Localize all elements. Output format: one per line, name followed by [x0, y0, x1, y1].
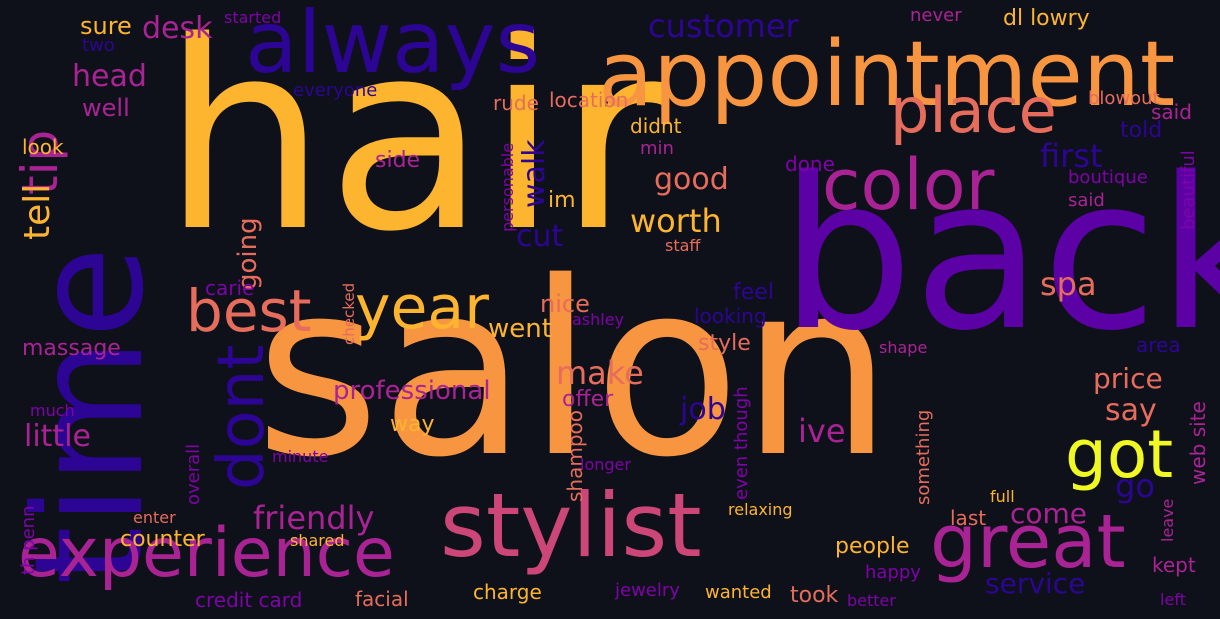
word-credit-card-97: credit card — [195, 588, 303, 612]
word-something-72: something — [913, 409, 934, 505]
word-price-62: price — [1093, 362, 1163, 395]
word-last-83: last — [950, 506, 987, 530]
word-head-18: head — [72, 59, 147, 94]
word-back-2: back — [780, 132, 1220, 377]
word-location-28: location — [549, 88, 629, 112]
word-feel-53: feel — [733, 280, 774, 305]
word-done-37: done — [785, 152, 835, 176]
word-facial-98: facial — [355, 587, 409, 611]
word-hair-0: hair — [162, 0, 666, 289]
word-cut-45: cut — [516, 219, 564, 254]
word-min-34: min — [640, 138, 674, 159]
word-carie-49: carie — [205, 276, 255, 300]
word-relaxing-85: relaxing — [728, 500, 793, 519]
word-shape-60: shape — [879, 338, 928, 357]
word-happy-92: happy — [865, 562, 921, 583]
word-sure-20: sure — [80, 12, 132, 40]
word-wanted-95: wanted — [705, 582, 772, 603]
word-left-100: left — [1160, 590, 1186, 609]
word-shared-88: shared — [290, 531, 345, 550]
word-go-78: go — [1115, 467, 1155, 505]
word-better-99: better — [847, 591, 896, 610]
word-place-10: place — [890, 74, 1057, 147]
word-leave-86: leave — [1158, 498, 1177, 542]
word-good-41: good — [654, 162, 729, 197]
word-didnt-33: didnt — [630, 114, 682, 138]
word-offer-64: offer — [562, 387, 614, 412]
word-ashley-51: ashley — [572, 310, 625, 329]
word-job-65: job — [680, 392, 726, 427]
word-great-7: great — [930, 499, 1126, 585]
word-blowout-29: blowout — [1088, 88, 1160, 109]
word-personable-46: personable — [498, 142, 517, 232]
word-kept-91: kept — [1152, 553, 1196, 577]
word-took-96: took — [790, 583, 839, 608]
word-im-44: im — [548, 188, 576, 213]
word-rude-23: rude — [493, 91, 539, 115]
word-looking-54: looking — [694, 304, 767, 328]
word-never-24: never — [910, 5, 962, 26]
word-said-30: said — [1151, 100, 1192, 124]
word-way-69: way — [390, 412, 435, 437]
word-tell-16: tell — [17, 183, 58, 240]
word-look-35: look — [22, 135, 64, 159]
word-customer-17: customer — [648, 7, 799, 45]
word-professional-63: professional — [333, 376, 491, 406]
word-web-site-73: web site — [1186, 401, 1210, 485]
word-minute-76: minute — [272, 447, 329, 466]
word-got-13: got — [1065, 416, 1174, 493]
word-enter-80: enter — [133, 508, 176, 527]
word-checked-50: checked — [340, 282, 358, 345]
word-massage-56: massage — [22, 336, 121, 361]
word-overall-75: overall — [183, 443, 204, 505]
word-said-39: said — [1068, 190, 1105, 211]
word-come-82: come — [1010, 497, 1088, 530]
word-always-5: always — [245, 0, 541, 93]
word-well-26: well — [82, 94, 130, 122]
word-color-9: color — [822, 144, 995, 226]
word-nice-57: nice — [540, 290, 590, 318]
word-longer-77: longer — [580, 455, 631, 474]
word-two-21: two — [82, 35, 115, 56]
word-side-36: side — [375, 148, 421, 173]
word-people-89: people — [835, 534, 910, 559]
word-first-32: first — [1040, 137, 1103, 175]
word-beautiful-40: beautiful — [1178, 150, 1199, 230]
word-make-58: make — [556, 354, 644, 392]
word-boutique-38: boutique — [1068, 167, 1148, 188]
word-dont-14: dont — [205, 344, 279, 490]
word-worth-43: worth — [630, 202, 722, 240]
word-staff-47: staff — [665, 236, 701, 255]
word-started-22: started — [224, 8, 282, 27]
word-best-11: best — [186, 277, 312, 345]
word-salon-1: salon — [255, 230, 893, 510]
word-th-penn-79: th penn — [18, 505, 39, 575]
word-ive-68: ive — [798, 412, 846, 450]
word-much-74: much — [30, 401, 75, 420]
word-even-though-71: even though — [731, 386, 752, 500]
word-say-66: say — [1105, 393, 1157, 428]
word-everyone-27: everyone — [293, 80, 378, 101]
word-told-31: told — [1120, 118, 1163, 143]
word-friendly-81: friendly — [253, 499, 375, 537]
word-charge-93: charge — [473, 580, 542, 604]
word-desk-19: desk — [142, 11, 213, 46]
word-little-67: little — [24, 419, 91, 454]
word-counter-87: counter — [120, 527, 205, 552]
word-stylist-6: stylist — [440, 474, 702, 577]
word-jewelry-94: jewelry — [615, 580, 680, 601]
word-went-52: went — [488, 314, 552, 344]
word-style-59: style — [698, 331, 751, 356]
word-appointment-4: appointment — [598, 22, 1176, 127]
word-spa-55: spa — [1040, 265, 1097, 303]
word-dl-lowry-25: dl lowry — [1003, 6, 1090, 31]
word-walk-42: walk — [517, 139, 552, 208]
word-year-12: year — [355, 273, 489, 343]
word-experience-8: experience — [18, 514, 395, 593]
word-full-84: full — [990, 487, 1015, 506]
word-area-61: area — [1136, 333, 1181, 357]
word-service-90: service — [985, 567, 1086, 600]
